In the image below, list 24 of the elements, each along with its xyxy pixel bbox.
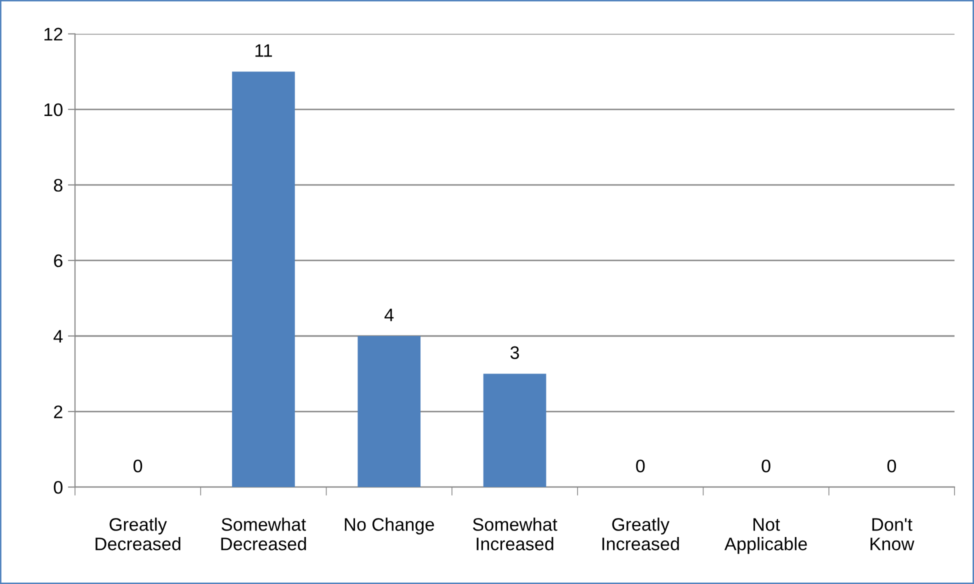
data-label: 0 (762, 460, 770, 472)
y-tick-label: 8 (54, 178, 62, 192)
x-tick-label: Greatly Increased (602, 518, 679, 550)
y-tick-label: 2 (54, 405, 62, 418)
x-tick-label: No Change (344, 518, 434, 534)
y-tick-label: 0 (54, 480, 62, 494)
x-tick-label: Somewhat Decreased (221, 518, 306, 550)
data-label: 0 (636, 460, 645, 472)
data-label: 11 (255, 44, 272, 57)
x-tick-label: Not Applicable (724, 518, 807, 554)
bar (358, 336, 421, 488)
x-tick-label: Greatly Decreased (96, 518, 180, 550)
x-tick-label: Somewhat Increased (472, 518, 558, 550)
y-tick-label: 10 (44, 103, 62, 116)
data-label: 4 (384, 308, 394, 322)
bar (232, 72, 295, 488)
data-label: 0 (887, 460, 896, 472)
x-tick-label: Don't Know (870, 518, 914, 550)
y-tick-label: 6 (54, 254, 62, 268)
bar (483, 374, 546, 488)
y-tick-label: 12 (44, 28, 62, 40)
data-label: 0 (134, 460, 142, 472)
data-label: 3 (510, 346, 519, 360)
y-tick-label: 4 (54, 330, 63, 343)
